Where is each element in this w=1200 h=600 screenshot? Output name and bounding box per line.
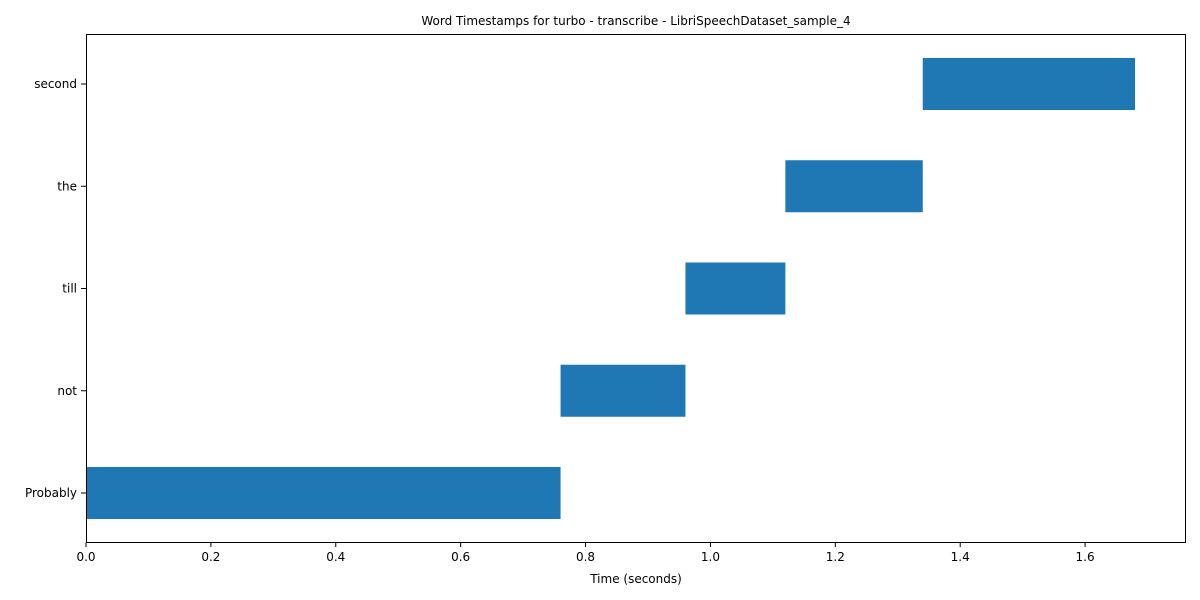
x-axis-ticks: 0.0 0.2 0.4 0.6 0.8 1.0 1.2 1.4 1.6	[76, 542, 1095, 564]
x-tick-label: 0.2	[201, 550, 220, 564]
y-tick-label: Probably	[25, 486, 77, 500]
x-tick-label: 0.0	[76, 550, 95, 564]
x-tick-label: 1.4	[951, 550, 970, 564]
bar-second	[922, 58, 1136, 110]
bar-probably	[86, 467, 561, 519]
bars-group	[86, 58, 1136, 519]
x-tick-label: 1.6	[1076, 550, 1095, 564]
y-tick-label: not	[57, 384, 77, 398]
bar-till	[685, 262, 786, 315]
x-tick-label: 0.4	[326, 550, 345, 564]
y-tick-label: the	[57, 179, 77, 193]
x-axis-label: Time (seconds)	[589, 572, 682, 586]
y-tick-label: till	[62, 282, 77, 296]
x-tick-label: 0.6	[451, 550, 470, 564]
y-tick-label: second	[34, 77, 77, 91]
x-tick-label: 1.2	[826, 550, 845, 564]
y-axis-ticks: Probably not till the second	[25, 77, 87, 500]
bar-the	[785, 160, 923, 213]
x-tick-label: 0.8	[576, 550, 595, 564]
bar-not	[560, 364, 686, 417]
chart-title: Word Timestamps for turbo - transcribe -…	[421, 14, 850, 28]
x-tick-label: 1.0	[701, 550, 720, 564]
